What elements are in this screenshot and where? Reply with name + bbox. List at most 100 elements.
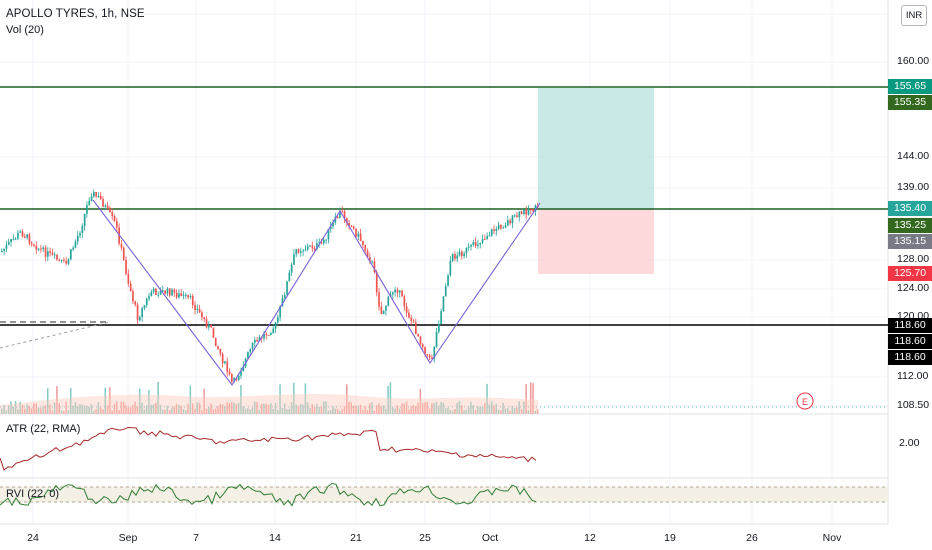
rvi-indicator-label[interactable]: RVI (22, 0) <box>6 488 59 500</box>
volume-bar <box>194 408 196 414</box>
currency-button[interactable]: INR <box>901 5 927 26</box>
candle-body <box>272 328 275 334</box>
candle-body <box>502 227 505 229</box>
candle-body <box>72 247 74 250</box>
volume-bar <box>403 403 405 414</box>
candle-body <box>47 251 49 257</box>
time-label: 19 <box>664 532 676 544</box>
volume-bar <box>490 401 493 414</box>
candle-body <box>387 296 390 306</box>
volume-bar <box>162 409 164 414</box>
candle-body <box>134 301 137 305</box>
volume-bar <box>111 410 113 414</box>
price-tick: 112.00 <box>897 370 929 382</box>
volume-bar <box>28 406 31 414</box>
volume-bar <box>465 409 468 414</box>
volume-bar <box>426 401 428 414</box>
candle-body <box>435 331 438 347</box>
volume-bar <box>486 383 488 414</box>
volume-bar <box>90 404 93 414</box>
candle-body <box>426 354 429 356</box>
volume-bar <box>118 410 120 414</box>
time-label: Nov <box>822 532 842 544</box>
candle-body <box>139 317 141 321</box>
volume-bar <box>196 402 198 414</box>
volume-bar <box>283 403 286 414</box>
volume-bar <box>79 403 81 414</box>
volume-bar <box>523 401 525 414</box>
volume-bar <box>116 401 118 414</box>
candle-body <box>461 251 463 257</box>
volume-bar <box>35 403 37 414</box>
earnings-event-marker[interactable] <box>796 392 814 410</box>
volume-bar <box>385 408 387 414</box>
candle-body <box>288 272 291 282</box>
volume-bar <box>150 404 152 414</box>
volume-bar <box>442 402 445 414</box>
candle-body <box>67 259 70 264</box>
volume-bar <box>210 403 212 414</box>
candle-body <box>155 288 157 295</box>
volume-bar <box>346 384 348 414</box>
volume-bar <box>396 405 399 414</box>
candle-body <box>336 216 339 218</box>
time-label: Sep <box>118 532 138 544</box>
candle-body <box>104 205 107 207</box>
volume-bar <box>451 410 454 414</box>
candle-body <box>254 339 256 343</box>
candle-body <box>456 255 459 259</box>
candle-body <box>74 241 77 248</box>
candle-body <box>143 305 146 309</box>
volume-bar <box>536 409 539 414</box>
candle-body <box>14 238 17 240</box>
candle-body <box>281 297 284 307</box>
volume-bar <box>19 401 21 414</box>
candle-body <box>421 344 424 348</box>
volume-bar <box>313 406 316 414</box>
candle-body <box>302 250 304 252</box>
volume-bar <box>334 408 336 414</box>
volume-bar <box>417 402 419 414</box>
candle-body <box>371 261 373 263</box>
candle-body <box>366 250 369 257</box>
candle-body <box>451 254 454 261</box>
volume-bar <box>231 401 233 414</box>
candle-body <box>65 260 68 264</box>
volume-bar <box>168 410 171 414</box>
candle-body <box>249 348 252 353</box>
volume-bar <box>267 404 270 414</box>
candle-body <box>520 211 523 215</box>
symbol-title[interactable]: APOLLO TYRES, 1h, NSE <box>6 8 145 20</box>
candle-body <box>470 244 472 247</box>
volume-bar <box>472 405 474 414</box>
candle-body <box>180 293 183 296</box>
dashed-trend-line <box>0 321 111 349</box>
volume-bar <box>99 407 102 414</box>
volume-bar <box>277 410 279 414</box>
candle-body <box>60 259 63 261</box>
candle-body <box>341 210 344 212</box>
volume-bar <box>201 410 203 414</box>
price-tag-support: 118.60 <box>888 318 932 333</box>
volume-bar <box>58 403 60 414</box>
volume-bar <box>348 401 350 414</box>
candle-body <box>56 254 58 260</box>
volume-bar <box>444 408 447 414</box>
volume-bar <box>152 404 155 414</box>
candle-body <box>444 286 447 297</box>
candle-body <box>440 311 442 325</box>
volume-bar <box>7 405 10 414</box>
grid <box>0 0 888 524</box>
volume-bar <box>249 409 251 414</box>
volume-indicator-label[interactable]: Vol (20) <box>6 24 44 36</box>
candle-body <box>320 242 323 244</box>
candle-body <box>380 306 383 315</box>
atr-indicator-label[interactable]: ATR (22, RMA) <box>6 423 81 435</box>
volume-bar <box>226 402 228 414</box>
volume-bar <box>205 408 208 414</box>
volume-bar <box>419 388 422 414</box>
candle-body <box>352 226 355 229</box>
price-tick: 139.00 <box>897 181 930 193</box>
candle-body <box>258 337 261 342</box>
